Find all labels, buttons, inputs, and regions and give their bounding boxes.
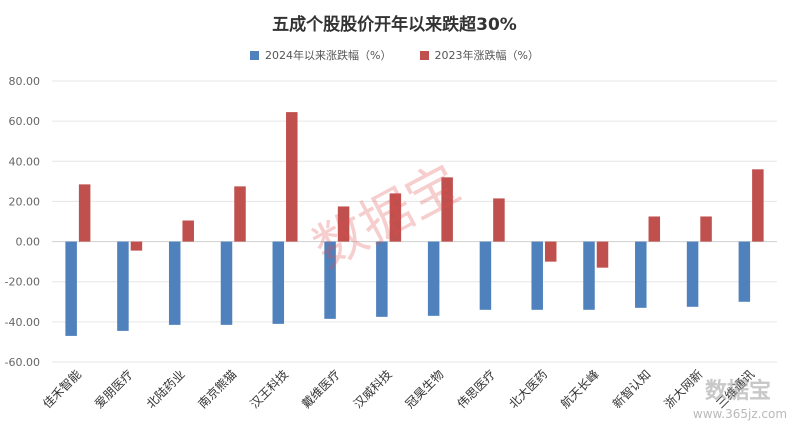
- y-tick-label: -20.00: [5, 276, 40, 289]
- bar-2023: [700, 216, 712, 242]
- x-tick-label: 航天长峰: [557, 367, 602, 412]
- legend-label-2024: 2024年以来涨跌幅（%）: [265, 49, 392, 62]
- x-tick-label: 北大医药: [506, 367, 550, 411]
- x-tick-label: 爱朋医疗: [92, 367, 136, 411]
- x-tick-label: 新智认知: [609, 367, 654, 412]
- bar-2023: [389, 193, 402, 242]
- x-tick-label: 冠昊生物: [403, 367, 447, 411]
- bar-2023: [337, 206, 350, 242]
- bar-2024: [324, 241, 336, 319]
- bar-2024: [117, 241, 129, 331]
- bar-2023: [78, 184, 91, 242]
- bar-2024: [686, 241, 699, 307]
- legend-swatch-2024: [250, 50, 260, 60]
- x-tick-label: 汉王科技: [247, 367, 291, 411]
- y-tick-label: 60.00: [9, 115, 41, 128]
- x-axis: 佳禾智能 爱朋医疗 北陆药业 南京熊猫 汉王科技 戴维医疗 汉威科技 冠昊生物 伟思医疗 北大医药…: [39, 367, 757, 412]
- chart-title: 五成个股股价开年以来跌超30%: [272, 15, 517, 35]
- bar-2024: [479, 241, 492, 310]
- bar-2023: [182, 220, 194, 242]
- bar-2024: [583, 241, 595, 310]
- bar-2023: [596, 241, 609, 268]
- x-tick-label: 戴维医疗: [298, 367, 343, 412]
- legend-label-2023: 2023年涨跌幅（%）: [434, 49, 539, 62]
- legend-item-2023: 2023年涨跌幅（%）: [419, 47, 539, 63]
- y-tick-label: -40.00: [5, 316, 40, 329]
- x-tick-label: 南京熊猫: [195, 367, 240, 412]
- bar-2024: [376, 241, 388, 317]
- x-tick-label: 浙大网新: [661, 367, 706, 412]
- x-tick-label: 汉威科技: [351, 367, 395, 411]
- y-tick-label: 40.00: [9, 155, 41, 168]
- y-axis: 80.00 60.00 40.00 20.00 0.00 -20.00 -40.00 -60.…: [5, 75, 40, 369]
- legend-item-2024: 2024年以来涨跌幅（%）: [250, 47, 392, 63]
- bars: [65, 112, 764, 336]
- bar-2024: [168, 241, 181, 325]
- bar-2024: [65, 241, 77, 336]
- x-tick-label: 伟思医疗: [454, 367, 498, 411]
- corner-watermark-url: www.365jz.com: [693, 407, 787, 421]
- bar-2023: [493, 198, 505, 242]
- legend-swatch-2023: [419, 50, 429, 60]
- bar-2024: [738, 241, 751, 302]
- bar-2024: [272, 241, 285, 324]
- bar-2024: [220, 241, 233, 325]
- bar-2023: [130, 241, 143, 251]
- y-tick-label: 0.00: [16, 236, 41, 249]
- bar-2023: [286, 112, 298, 242]
- x-tick-label: 北陆药业: [143, 367, 188, 412]
- legend: 2024年以来涨跌幅（%） 2023年涨跌幅（%）: [0, 47, 789, 63]
- x-tick-label: 佳禾智能: [39, 367, 84, 412]
- y-tick-label: 80.00: [9, 75, 41, 88]
- bar-2023: [752, 169, 764, 242]
- bar-2023: [441, 177, 453, 242]
- bar-2023: [544, 241, 557, 262]
- y-tick-label: -60.00: [5, 356, 40, 369]
- corner-watermark-text: 数据宝: [705, 378, 771, 404]
- bar-2024: [427, 241, 440, 316]
- y-tick-label: 20.00: [9, 195, 41, 208]
- bar-2023: [648, 216, 661, 242]
- bar-2024: [531, 241, 543, 310]
- bar-2024: [635, 241, 647, 308]
- bar-2023: [234, 186, 246, 242]
